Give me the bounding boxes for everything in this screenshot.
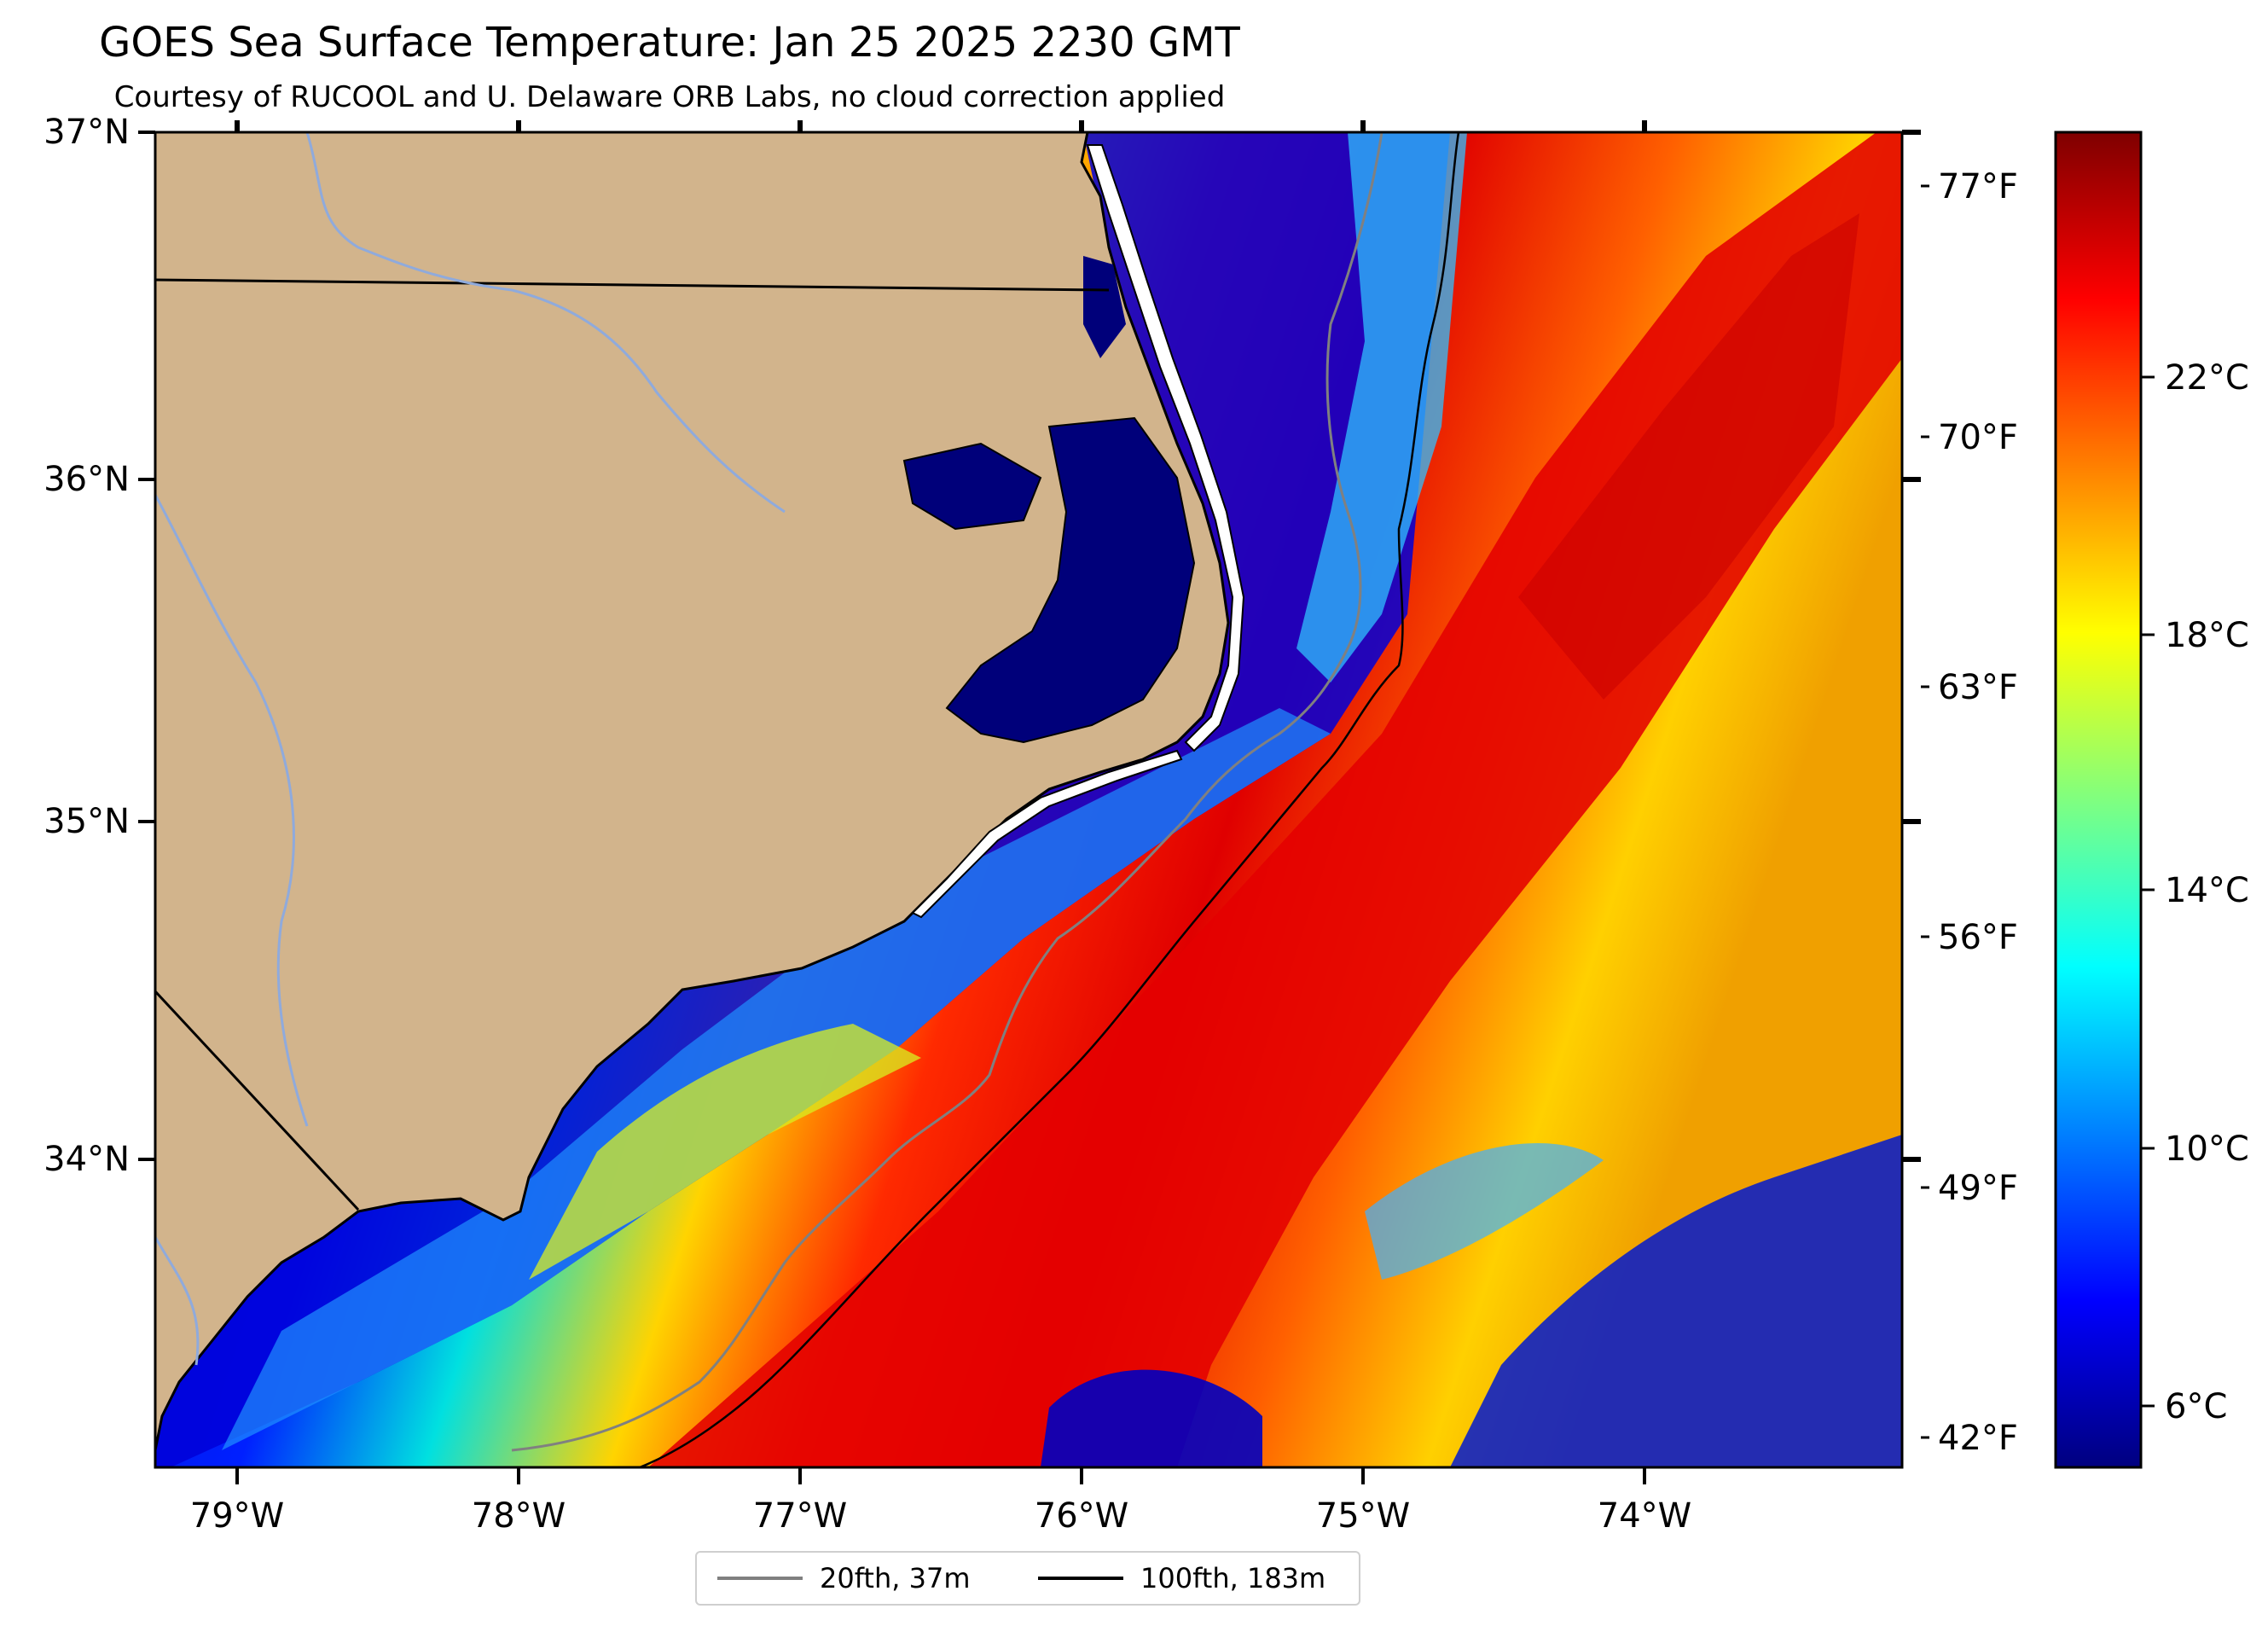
isobath-100fth	[639, 132, 1460, 1467]
cool-eddy-east	[1365, 1143, 1604, 1280]
map-subtitle: Courtesy of RUCOOL and U. Delaware ORB L…	[113, 80, 1226, 114]
pamlico-sound	[945, 416, 1196, 744]
cold-eddy-south	[1041, 1369, 1262, 1467]
map-title: GOES Sea Surface Temperature: Jan 25 202…	[99, 19, 1240, 67]
fahrenheit-label-77: 77°F	[1938, 167, 2018, 206]
legend-swatch-20fth	[717, 1577, 803, 1580]
legend-item-20fth: 20fth, 37m	[717, 1553, 970, 1604]
lat-label-35: 35°N	[44, 802, 130, 841]
va-nc-border	[155, 278, 1110, 292]
fahrenheit-label-63: 63°F	[1938, 668, 2018, 707]
colorbar-bar	[2054, 131, 2143, 1469]
outer-banks	[1086, 144, 1245, 752]
lon-label-77: 77°W	[753, 1496, 847, 1536]
legend-label-100fth: 100fth, 183m	[1140, 1562, 1326, 1594]
fahrenheit-label-49: 49°F	[1938, 1169, 2018, 1208]
map-frame	[154, 131, 1904, 1469]
major-ticks	[138, 120, 1921, 1484]
mid-shelf-warm-patch	[529, 1024, 921, 1280]
core-banks	[911, 749, 1183, 919]
map-panel	[155, 132, 1902, 1467]
colorbar-label-14: 14°C	[2165, 871, 2249, 910]
colorbar-label-10: 10°C	[2165, 1130, 2249, 1169]
lon-label-78: 78°W	[472, 1496, 566, 1536]
fahrenheit-label-42: 42°F	[1938, 1419, 2018, 1458]
fahrenheit-label-56: 56°F	[1938, 918, 2018, 957]
river-roanoke	[305, 132, 786, 514]
lon-label-76: 76°W	[1035, 1496, 1128, 1536]
currituck-sound	[1083, 256, 1126, 358]
isobath-20fth	[511, 132, 1383, 1452]
gulf-stream-hot-band	[1518, 213, 1859, 700]
legend-label-20fth: 20fth, 37m	[820, 1562, 971, 1594]
lat-label-34: 34°N	[44, 1140, 130, 1179]
river-cape-fear-west	[155, 494, 309, 1127]
river-waccamaw	[155, 1236, 200, 1366]
cold-eddy-southeast	[1450, 1135, 1902, 1467]
albemarle-sound	[902, 442, 1042, 531]
nearshore-cyan-band	[1296, 132, 1467, 682]
gulf-stream-core	[648, 132, 1902, 1467]
fahrenheit-axis: 77°F 70°F 63°F 56°F 49°F 42°F	[1921, 167, 2018, 1458]
colorbar-label-22: 22°C	[2165, 358, 2249, 398]
colorbar-label-18: 18°C	[2165, 616, 2249, 655]
lat-label-36: 36°N	[44, 460, 130, 499]
nc-sc-border	[155, 990, 360, 1211]
colorbar: 22°C 18°C 14°C 10°C 6°C	[2054, 131, 2249, 1469]
legend-swatch-100fth	[1038, 1577, 1123, 1580]
legend-item-100fth: 100fth, 183m	[1038, 1553, 1325, 1604]
colorbar-label-6: 6°C	[2165, 1387, 2227, 1426]
fahrenheit-label-70: 70°F	[1938, 418, 2018, 457]
lat-label-37: 37°N	[44, 113, 130, 152]
legend: 20fth, 37m 100fth, 183m	[695, 1551, 1360, 1606]
lon-label-74: 74°W	[1598, 1496, 1691, 1536]
lon-label-79: 79°W	[190, 1496, 284, 1536]
lon-label-75: 75°W	[1316, 1496, 1410, 1536]
